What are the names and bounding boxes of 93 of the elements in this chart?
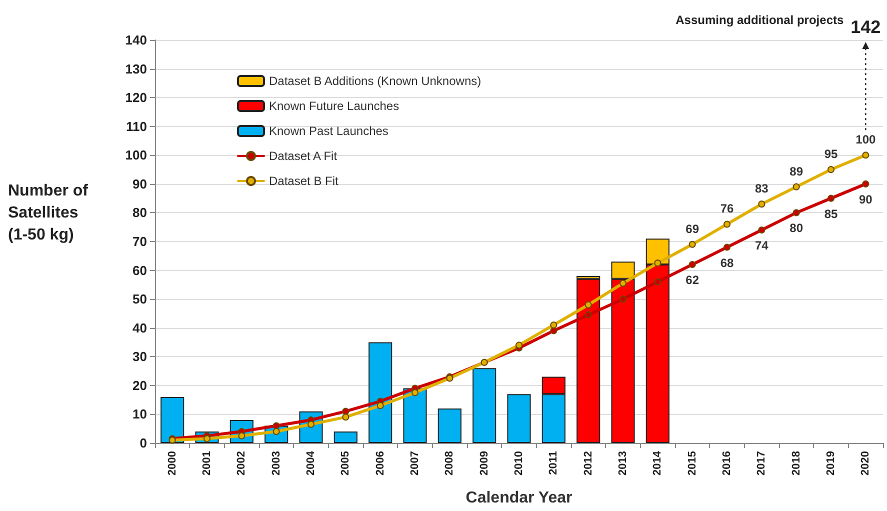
point (550, 327, 558, 334)
x-tick-label: 2006 (374, 451, 386, 476)
x-tick-label: 2007 (409, 451, 421, 476)
point (758, 226, 766, 234)
point (654, 260, 662, 267)
point (724, 220, 730, 228)
point (412, 389, 418, 396)
x-tick-label: 2011 (548, 451, 560, 475)
data-label: 62 (686, 273, 700, 288)
bar (438, 408, 462, 443)
data-label: 76 (720, 202, 734, 216)
y-tick-label: 80 (132, 205, 147, 220)
bar (507, 394, 531, 443)
y-tick-label: 0 (140, 436, 147, 450)
bar (576, 278, 600, 443)
point (688, 261, 696, 268)
point (654, 278, 662, 286)
x-tick-label: 2019 (825, 451, 837, 476)
y-tick-label: 20 (132, 378, 147, 393)
y-tick-label: 50 (132, 292, 147, 307)
point (342, 414, 350, 421)
bar (368, 342, 392, 443)
bar (472, 368, 496, 443)
x-tick-label: 2000 (166, 451, 178, 476)
bar (160, 396, 184, 443)
text: 142 (850, 17, 881, 37)
point (342, 408, 350, 415)
point (620, 280, 626, 287)
data-label: 83 (754, 182, 769, 196)
point (550, 321, 558, 328)
text: Assuming additional projects (676, 13, 844, 27)
x-axis-title: Calendar Year (466, 490, 572, 506)
x-tick-label: 2003 (270, 451, 282, 476)
legend-label: Known Past Launches (269, 124, 388, 138)
y-tick-label: 70 (132, 234, 147, 249)
point (792, 183, 800, 190)
legend-label: Dataset A Fit (269, 149, 338, 163)
point (238, 432, 246, 440)
point (724, 244, 730, 251)
x-tick-label: 2014 (652, 450, 664, 476)
x-tick-label: 2016 (721, 451, 733, 476)
x-tick-label: 2015 (686, 451, 698, 476)
y-tick-label: 130 (125, 61, 147, 76)
y-tick-label: 40 (132, 320, 147, 336)
legend-label: Dataset B Fit (269, 174, 340, 188)
point (828, 194, 834, 202)
y-tick-label: 90 (132, 176, 147, 192)
data-label: 68 (720, 256, 734, 270)
y-tick-label: 120 (125, 90, 147, 106)
point (758, 200, 766, 208)
data-label: 85 (824, 206, 838, 221)
point (688, 240, 696, 248)
x-tick-label: 2005 (340, 451, 352, 476)
x-tick-label: 2010 (513, 451, 525, 476)
point (862, 180, 870, 188)
x-tick-label: 2001 (201, 451, 213, 476)
point (584, 301, 592, 308)
point (862, 152, 870, 159)
bar (403, 388, 427, 443)
data-label: 80 (790, 221, 804, 236)
y-tick-label: 30 (132, 349, 147, 364)
x-tick-label: 2012 (582, 451, 594, 476)
y-tick-label: 10 (132, 406, 147, 422)
point (376, 402, 384, 410)
bar (334, 431, 358, 443)
x-tick-label: 2018 (790, 451, 802, 476)
data-label: 69 (686, 222, 700, 236)
y-axis-title: Number of Satellites (1-50 kg) (8, 182, 92, 244)
data-label: 95 (824, 147, 838, 162)
x-tick-label: 2004 (305, 450, 317, 476)
point (272, 422, 280, 430)
x-tick-label: 2017 (756, 451, 768, 476)
point (584, 311, 592, 318)
x-tick-label: 2002 (236, 451, 248, 476)
data-label: 74 (754, 238, 769, 252)
data-label: 100 (856, 132, 876, 147)
point (792, 209, 800, 216)
x-tick-label: 2009 (478, 451, 490, 476)
point (516, 342, 522, 349)
data-label: 89 (790, 164, 804, 178)
x-tick-label: 2013 (617, 451, 629, 476)
data-label: 90 (858, 192, 873, 206)
y-tick-label: 60 (132, 262, 147, 278)
legend-label: Dataset B Additions (Known Unknowns) (269, 74, 482, 88)
y-tick-label: 100 (125, 148, 147, 163)
point (620, 296, 626, 303)
x-tick-label: 2020 (860, 451, 872, 476)
y-tick-label: 140 (125, 32, 147, 48)
legend-label: Known Future Launches (269, 99, 400, 113)
point (828, 166, 834, 174)
y-tick-label: 110 (126, 118, 147, 134)
x-tick-label: 2008 (444, 451, 456, 476)
point (308, 420, 314, 428)
